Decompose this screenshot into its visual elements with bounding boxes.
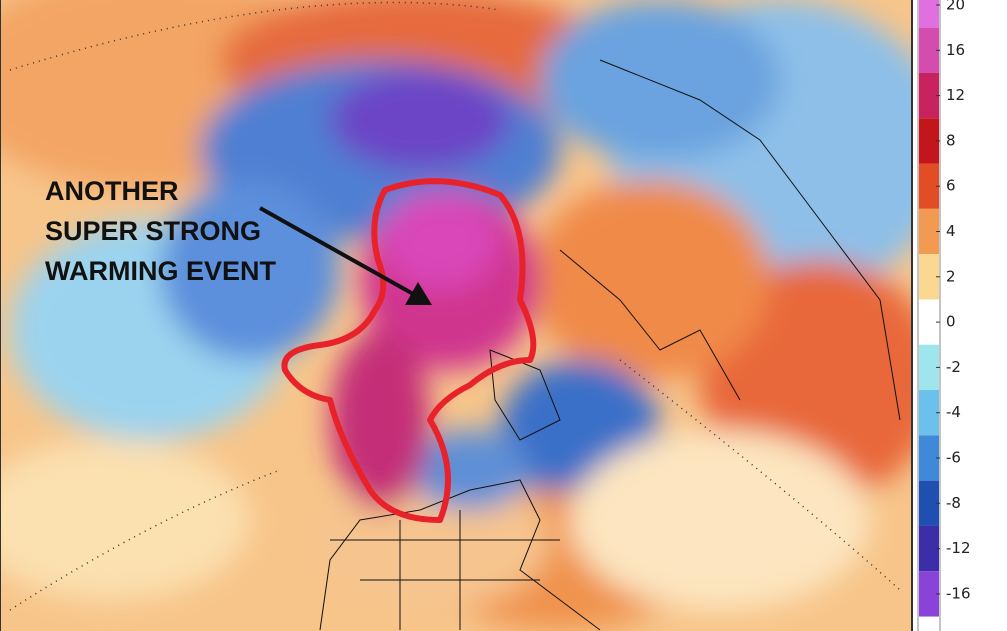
colorbar-label: -8 <box>946 494 961 512</box>
colorbar-label: 8 <box>946 131 956 149</box>
colorbar-band <box>919 344 939 391</box>
colorbar-label: 4 <box>946 222 956 240</box>
colorbar-band <box>919 163 939 209</box>
colorbar-band <box>919 299 939 345</box>
colorbar-label: -6 <box>946 449 961 467</box>
colorbar-band <box>919 208 939 255</box>
colorbar-band <box>919 525 939 572</box>
colorbar-band <box>919 435 939 481</box>
colorbar-label: 20 <box>946 0 965 14</box>
map-border <box>911 0 913 631</box>
colorbar-label: 6 <box>946 177 956 195</box>
colorbar-label: -16 <box>946 584 971 602</box>
colorbar-label: -4 <box>946 403 961 421</box>
highlight-outline <box>281 178 537 523</box>
annotation: ANOTHER SUPER STRONG WARMING EVENT <box>45 176 277 286</box>
colorbar-band <box>919 480 939 526</box>
colorbar-band <box>919 390 939 436</box>
colorbar-label: 0 <box>946 313 956 331</box>
annotation-line: SUPER STRONG <box>45 216 261 246</box>
colorbar-label: -2 <box>946 358 961 376</box>
colorbar-label: -12 <box>946 539 971 557</box>
annotation-line: ANOTHER <box>45 176 179 206</box>
annotation-line: WARMING EVENT <box>45 256 277 286</box>
colorbar-label: 16 <box>946 41 965 59</box>
colorbar-band <box>919 0 939 28</box>
arrow <box>259 206 432 305</box>
colorbar-band <box>919 27 939 73</box>
map-border <box>0 0 1 631</box>
colorbar-band <box>919 254 939 300</box>
map <box>0 0 912 631</box>
colorbar-band <box>919 72 939 119</box>
colorbar-label: 2 <box>946 267 956 285</box>
colorbar-band <box>919 571 939 617</box>
colorbar-band <box>919 118 939 164</box>
colorbar-label: 12 <box>946 86 965 104</box>
